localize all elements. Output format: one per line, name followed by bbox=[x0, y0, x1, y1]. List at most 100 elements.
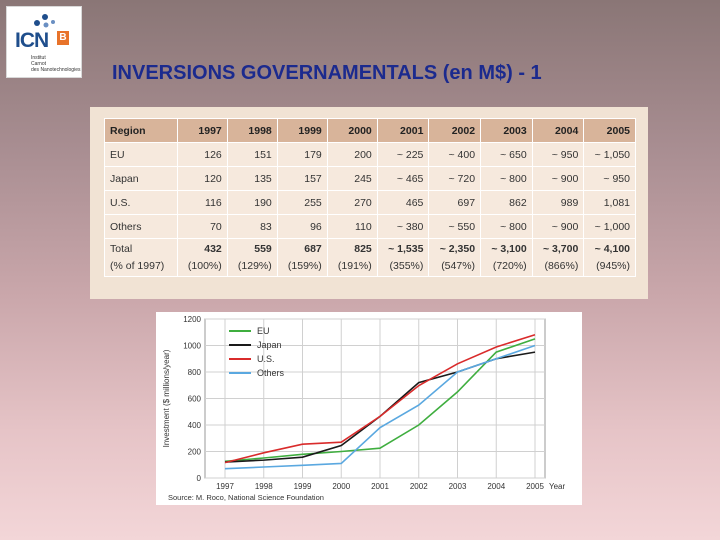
table-cell: ~ 1,050 bbox=[583, 142, 636, 167]
x-tick-label: 2003 bbox=[449, 482, 467, 491]
investment-table-panel: Region 1997 1998 1999 2000 2001 2002 200… bbox=[90, 107, 648, 299]
table-cell: 126 bbox=[176, 142, 228, 167]
table-cell: ~ 550 bbox=[428, 214, 482, 239]
logo-text: ICN bbox=[15, 29, 49, 52]
total-cell: ~ 3,700 (866%) bbox=[531, 238, 585, 277]
series-line-others bbox=[224, 344, 536, 470]
table-cell: 83 bbox=[226, 214, 278, 239]
table-row: U.S. 116 190 255 270 465 697 862 989 1,0… bbox=[104, 190, 636, 215]
table-cell: 270 bbox=[326, 190, 378, 215]
series-line-us bbox=[224, 334, 536, 464]
y-tick-label: 0 bbox=[197, 474, 202, 483]
table-cell: ~ 950 bbox=[583, 166, 636, 191]
col-header: 1999 bbox=[276, 118, 328, 143]
y-tick-label: 600 bbox=[188, 395, 202, 404]
col-header: 1997 bbox=[176, 118, 228, 143]
y-tick-label: 200 bbox=[188, 448, 202, 457]
x-tick-label: 2005 bbox=[526, 482, 544, 491]
table-cell: 190 bbox=[226, 190, 278, 215]
table-cell: ~ 380 bbox=[376, 214, 430, 239]
table-cell: ~ 900 bbox=[531, 166, 585, 191]
table-cell: ~ 1,000 bbox=[583, 214, 636, 239]
x-axis-label: Year bbox=[549, 482, 566, 491]
table-cell: 245 bbox=[326, 166, 378, 191]
y-tick-label: 1200 bbox=[183, 315, 201, 324]
total-cell: ~ 4,100 (945%) bbox=[583, 238, 636, 277]
series-line-eu bbox=[224, 338, 536, 463]
total-cell: 559 (129%) bbox=[226, 238, 278, 277]
total-cell: 825 (191%) bbox=[326, 238, 378, 277]
y-tick-label: 800 bbox=[188, 368, 202, 377]
y-axis-label: Investment ($ millions/year) bbox=[162, 349, 171, 447]
x-tick-label: 2004 bbox=[487, 482, 505, 491]
investment-line-chart-panel: 0 200 400 600 800 1000 1200 1997 1998 1999 2000 200… bbox=[156, 312, 582, 505]
legend-label: EU bbox=[257, 326, 270, 336]
table-cell: 862 bbox=[480, 190, 533, 215]
total-cell: 432 (100%) bbox=[176, 238, 228, 277]
logo-badge: B bbox=[57, 31, 69, 45]
investment-line-chart: 0 200 400 600 800 1000 1200 1997 1998 1999 2000 200… bbox=[162, 315, 566, 502]
table-cell: ~ 225 bbox=[376, 142, 430, 167]
total-cell: 687 (159%) bbox=[276, 238, 328, 277]
table-cell: ~ 800 bbox=[480, 166, 533, 191]
total-cell: ~ 2,350 (547%) bbox=[428, 238, 482, 277]
slide-title: INVERSIONS GOVERNAMENTALS (en M$) - 1 bbox=[112, 62, 542, 84]
logo-dots-icon bbox=[34, 14, 55, 28]
table-cell: 157 bbox=[276, 166, 328, 191]
y-tick-label: 1000 bbox=[183, 342, 201, 351]
table-cell: 96 bbox=[276, 214, 328, 239]
row-label: Japan bbox=[104, 166, 178, 191]
table-cell: 1,081 bbox=[583, 190, 636, 215]
total-label: Total (% of 1997) bbox=[104, 238, 178, 277]
col-header: 2000 bbox=[326, 118, 378, 143]
col-header: 2003 bbox=[480, 118, 533, 143]
table-row: EU 126 151 179 200 ~ 225 ~ 400 ~ 650 ~ 9… bbox=[104, 142, 636, 167]
investment-table: Region 1997 1998 1999 2000 2001 2002 200… bbox=[104, 118, 636, 277]
table-cell: ~ 900 bbox=[531, 214, 585, 239]
col-header: 2004 bbox=[531, 118, 585, 143]
chart-source: Source: M. Roco, National Science Founda… bbox=[168, 493, 324, 502]
table-cell: 989 bbox=[531, 190, 585, 215]
table-cell: 179 bbox=[276, 142, 328, 167]
table-header-row: Region 1997 1998 1999 2000 2001 2002 200… bbox=[104, 118, 636, 143]
table-cell: 255 bbox=[276, 190, 328, 215]
legend-label: Japan bbox=[257, 340, 282, 350]
table-cell: ~ 800 bbox=[480, 214, 533, 239]
table-total-row: Total (% of 1997) 432 (100%) 559 (129%) 687… bbox=[104, 238, 636, 277]
x-tick-label: 1998 bbox=[255, 482, 273, 491]
total-cell: ~ 1,535 (355%) bbox=[376, 238, 430, 277]
table-cell: 697 bbox=[428, 190, 482, 215]
col-header: 2002 bbox=[428, 118, 482, 143]
x-tick-label: 2000 bbox=[332, 482, 350, 491]
x-tick-label: 1999 bbox=[294, 482, 312, 491]
table-cell: ~ 720 bbox=[428, 166, 482, 191]
x-tick-label: 1997 bbox=[216, 482, 234, 491]
table-cell: ~ 400 bbox=[428, 142, 482, 167]
table-row: Others 70 83 96 110 ~ 380 ~ 550 ~ 800 ~ … bbox=[104, 214, 636, 239]
row-label: EU bbox=[104, 142, 178, 167]
table-cell: 70 bbox=[176, 214, 228, 239]
col-header: 1998 bbox=[226, 118, 278, 143]
row-label: U.S. bbox=[104, 190, 178, 215]
table-cell: 200 bbox=[326, 142, 378, 167]
col-header: Region bbox=[104, 118, 178, 143]
total-cell: ~ 3,100 (720%) bbox=[480, 238, 533, 277]
table-cell: ~ 950 bbox=[531, 142, 585, 167]
legend-label: U.S. bbox=[257, 354, 275, 364]
row-label: Others bbox=[104, 214, 178, 239]
col-header: 2005 bbox=[583, 118, 636, 143]
table-cell: 151 bbox=[226, 142, 278, 167]
x-tick-label: 2001 bbox=[371, 482, 389, 491]
table-cell: 110 bbox=[326, 214, 378, 239]
x-tick-label: 2002 bbox=[410, 482, 428, 491]
table-cell: 116 bbox=[176, 190, 228, 215]
table-cell: 120 bbox=[176, 166, 228, 191]
table-cell: ~ 650 bbox=[480, 142, 533, 167]
table-row: Japan 120 135 157 245 ~ 465 ~ 720 ~ 800 … bbox=[104, 166, 636, 191]
logo-subtext: Institut Carnot des Nanotechnologies bbox=[31, 55, 81, 73]
y-tick-label: 400 bbox=[188, 421, 202, 430]
icn-logo: ICN B Institut Carnot des Nanotechnologi… bbox=[6, 6, 82, 78]
legend-label: Others bbox=[257, 368, 285, 378]
table-cell: ~ 465 bbox=[376, 166, 430, 191]
col-header: 2001 bbox=[376, 118, 430, 143]
